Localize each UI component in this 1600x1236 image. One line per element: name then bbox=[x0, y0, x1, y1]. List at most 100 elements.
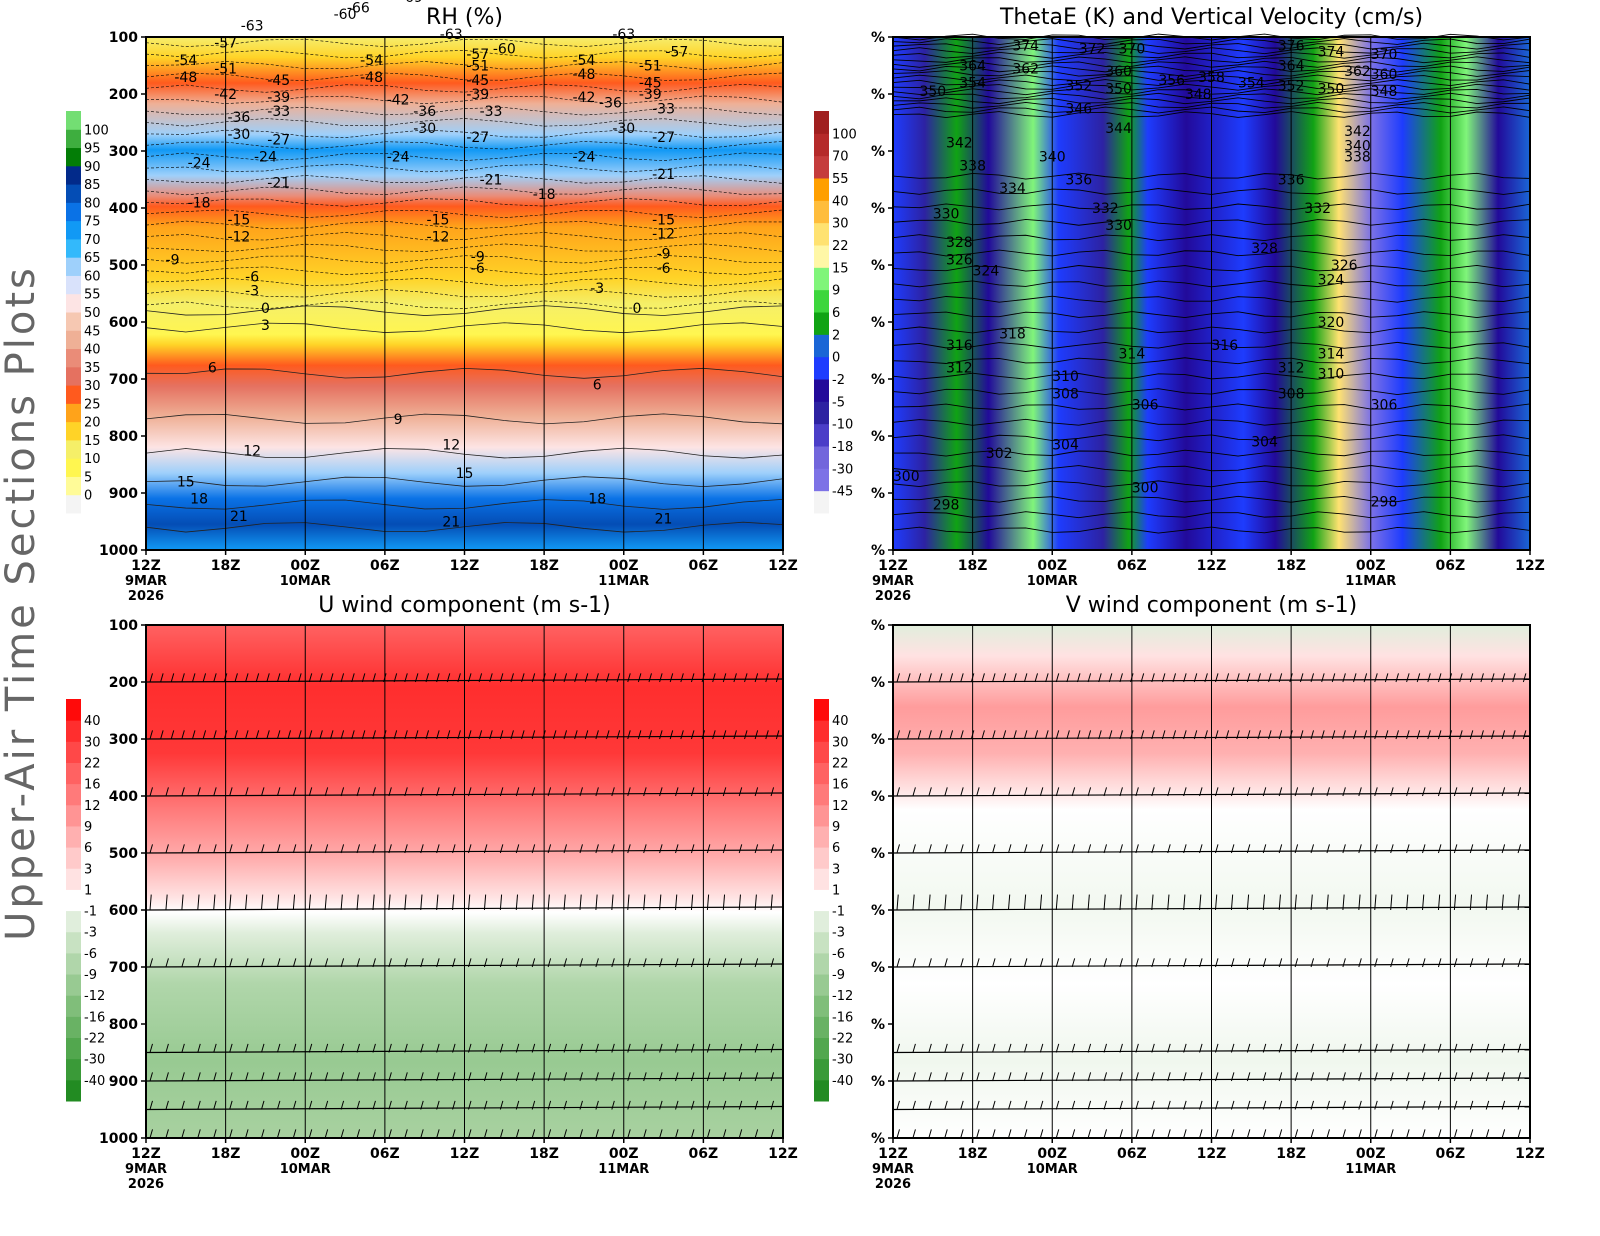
contour-label: 374 bbox=[1318, 44, 1345, 60]
wind-barb bbox=[563, 730, 568, 740]
wind-barb bbox=[191, 673, 196, 683]
contour-label: -18 bbox=[533, 187, 556, 203]
x-tick-label: 06Z bbox=[1117, 558, 1147, 574]
wind-barb bbox=[1103, 787, 1108, 797]
wind-barb bbox=[960, 1129, 964, 1139]
wind-barb bbox=[340, 730, 345, 740]
wind-barb bbox=[468, 1129, 472, 1139]
wind-barb bbox=[928, 787, 932, 797]
wind-barb bbox=[738, 1072, 743, 1082]
wind-barb bbox=[181, 673, 185, 683]
wind-barb bbox=[1268, 673, 1272, 683]
wind-barb bbox=[181, 1100, 185, 1110]
wind-barb bbox=[149, 844, 153, 854]
wind-barb bbox=[706, 1129, 711, 1139]
wind-barb bbox=[1103, 1129, 1108, 1139]
colorbar-swatch bbox=[66, 330, 81, 350]
wind-barb bbox=[643, 958, 647, 968]
x-tick-label: 06Z bbox=[689, 1146, 719, 1162]
colorbar-label: -9 bbox=[832, 968, 845, 983]
wind-barb bbox=[234, 673, 238, 683]
wind-barb bbox=[1039, 1072, 1044, 1082]
x-tick-label: 12Z bbox=[768, 1146, 798, 1162]
wind-barb bbox=[1225, 730, 1230, 740]
wind-barb bbox=[1246, 1043, 1251, 1053]
x-tick-label: 12Z bbox=[878, 1146, 908, 1162]
colorbar-swatch bbox=[66, 825, 81, 848]
x-tick-label: 12Z bbox=[1515, 1146, 1545, 1162]
wind-barb bbox=[197, 1100, 201, 1110]
y-tick-label: 500 bbox=[109, 846, 138, 862]
wind-barb bbox=[292, 958, 297, 968]
wind-barb bbox=[1390, 1100, 1394, 1110]
contour-label: 330 bbox=[1105, 218, 1132, 234]
wind-barb bbox=[1310, 1129, 1315, 1139]
wind-barb bbox=[1374, 1072, 1378, 1082]
wind-barb bbox=[1326, 1129, 1330, 1139]
contour-label: 15 bbox=[177, 475, 195, 491]
colorbar-swatch bbox=[66, 741, 81, 763]
wind-barb bbox=[675, 894, 678, 911]
wind-barb bbox=[260, 1043, 265, 1053]
wind-barb bbox=[944, 1129, 948, 1139]
wind-barb bbox=[1485, 958, 1490, 968]
contour-label: 310 bbox=[1052, 369, 1079, 385]
y-tick-label: 800 bbox=[109, 429, 138, 445]
wind-barb bbox=[308, 730, 313, 740]
wind-barb bbox=[722, 844, 727, 854]
wind-barb bbox=[1384, 730, 1389, 740]
temperature-contour-negative bbox=[145, 152, 784, 161]
wind-barb bbox=[436, 894, 439, 911]
wind-barb bbox=[276, 958, 281, 968]
contour-label: 18 bbox=[190, 492, 208, 508]
y-tick-label: 900 bbox=[109, 1074, 138, 1090]
contour-label: -42 bbox=[387, 93, 410, 109]
wind-barb bbox=[722, 730, 727, 740]
contour-label: -39 bbox=[639, 87, 662, 103]
wind-barb bbox=[1183, 787, 1187, 797]
contour-label: 350 bbox=[1105, 81, 1132, 97]
contour-label: 342 bbox=[946, 135, 973, 151]
wind-barb bbox=[896, 787, 900, 797]
wind-barb bbox=[1055, 894, 1058, 911]
wind-barb bbox=[563, 1129, 568, 1139]
wind-barb bbox=[896, 1100, 900, 1110]
wind-barb bbox=[1326, 894, 1329, 911]
wind-barb bbox=[1007, 1100, 1012, 1110]
contour-label: -33 bbox=[652, 101, 675, 117]
wind-barb bbox=[595, 844, 599, 854]
wind-barb bbox=[1066, 673, 1070, 683]
y-tick-label: % bbox=[871, 201, 885, 217]
wind-barb bbox=[308, 1072, 313, 1082]
wind-barb bbox=[1485, 894, 1488, 911]
wind-barb bbox=[276, 730, 281, 740]
y-tick-label: 700 bbox=[109, 372, 138, 388]
wind-barb bbox=[1310, 894, 1313, 911]
wind-barb bbox=[388, 894, 391, 911]
colorbar-swatch bbox=[814, 446, 829, 469]
wind-barb bbox=[1363, 730, 1368, 740]
wind-barb bbox=[981, 730, 985, 740]
wind-barb bbox=[420, 894, 423, 911]
wind-barb bbox=[1342, 1043, 1346, 1053]
x-tick-label: 12Z bbox=[131, 558, 161, 574]
colorbar-label: 0 bbox=[832, 351, 840, 366]
contour-label: -48 bbox=[174, 70, 197, 86]
contour-label: -45 bbox=[466, 73, 489, 89]
contour-label: 370 bbox=[1371, 47, 1398, 63]
colorbar-swatch bbox=[66, 293, 81, 313]
wind-barb bbox=[1374, 958, 1378, 968]
wind-barb bbox=[1039, 844, 1044, 854]
wind-barb bbox=[420, 1072, 424, 1082]
wind-barb bbox=[1485, 787, 1490, 797]
wind-barb bbox=[1358, 1043, 1362, 1053]
wind-barb bbox=[229, 1072, 233, 1082]
wind-barb bbox=[1342, 1129, 1346, 1139]
contour-label: 334 bbox=[999, 181, 1026, 197]
contour-label: -15 bbox=[427, 212, 450, 228]
wind-barb bbox=[960, 787, 964, 797]
wind-barb bbox=[960, 844, 964, 854]
wind-barb bbox=[255, 730, 260, 740]
wind-barb bbox=[1485, 1043, 1490, 1053]
contour-label: 332 bbox=[1092, 201, 1119, 217]
